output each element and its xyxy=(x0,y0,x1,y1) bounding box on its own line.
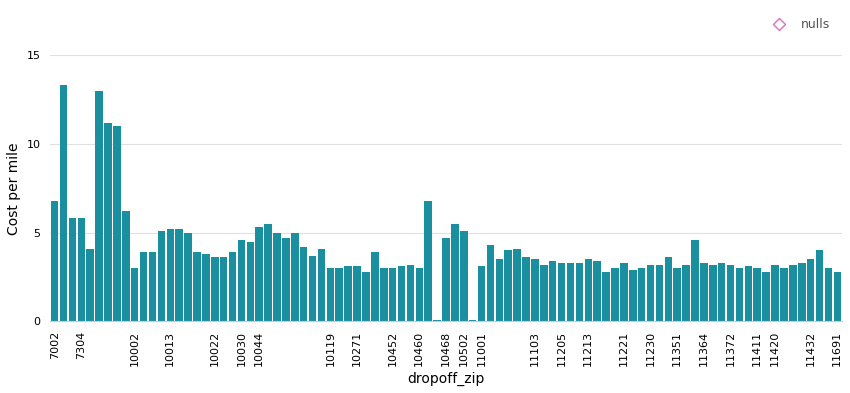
Bar xyxy=(344,266,352,321)
Bar xyxy=(522,257,530,321)
Bar xyxy=(487,245,494,321)
Bar xyxy=(175,229,183,321)
Bar xyxy=(620,263,627,321)
Bar xyxy=(673,268,681,321)
Bar xyxy=(745,266,752,321)
Bar xyxy=(504,250,512,321)
Bar xyxy=(122,211,129,321)
Bar xyxy=(558,263,565,321)
Bar xyxy=(540,264,547,321)
Bar xyxy=(318,249,326,321)
Bar xyxy=(629,270,637,321)
Bar xyxy=(300,247,308,321)
Bar xyxy=(700,263,708,321)
Bar xyxy=(309,256,316,321)
Bar xyxy=(398,266,405,321)
Bar xyxy=(416,268,423,321)
Bar xyxy=(496,259,503,321)
Bar xyxy=(87,249,94,321)
Legend: nulls: nulls xyxy=(762,13,836,37)
Bar xyxy=(95,91,103,321)
Bar xyxy=(220,257,228,321)
Bar xyxy=(326,268,334,321)
Bar xyxy=(113,126,121,321)
Bar xyxy=(807,259,814,321)
Bar xyxy=(513,249,521,321)
Bar xyxy=(238,240,245,321)
Bar xyxy=(798,263,806,321)
Bar xyxy=(362,272,370,321)
Bar xyxy=(60,85,67,321)
Bar xyxy=(736,268,743,321)
Bar xyxy=(647,264,654,321)
Bar xyxy=(762,272,770,321)
Bar xyxy=(549,261,557,321)
Bar xyxy=(709,264,717,321)
Bar xyxy=(585,259,592,321)
Bar xyxy=(611,268,619,321)
Bar xyxy=(718,263,725,321)
Bar xyxy=(380,268,388,321)
Bar xyxy=(246,242,254,321)
Bar xyxy=(406,264,414,321)
Bar xyxy=(202,254,210,321)
Bar xyxy=(157,231,165,321)
Bar xyxy=(388,268,396,321)
Bar xyxy=(69,219,76,321)
Bar xyxy=(424,201,432,321)
Bar xyxy=(567,263,575,321)
Bar xyxy=(140,252,147,321)
Bar xyxy=(603,272,609,321)
Bar xyxy=(51,201,59,321)
Bar xyxy=(371,252,378,321)
Bar xyxy=(451,224,459,321)
Bar xyxy=(105,123,112,321)
Bar xyxy=(727,264,734,321)
Y-axis label: Cost per mile: Cost per mile xyxy=(7,142,21,235)
Bar xyxy=(460,231,468,321)
Bar xyxy=(77,219,85,321)
Bar xyxy=(354,266,361,321)
Bar xyxy=(282,238,290,321)
Bar xyxy=(193,252,201,321)
Bar xyxy=(683,264,690,321)
Bar xyxy=(753,268,761,321)
Bar xyxy=(816,250,824,321)
Bar xyxy=(273,233,281,321)
Bar xyxy=(593,261,601,321)
Bar xyxy=(264,224,272,321)
Bar xyxy=(149,252,156,321)
Bar xyxy=(336,268,343,321)
Bar xyxy=(184,233,192,321)
Bar xyxy=(575,263,583,321)
X-axis label: dropoff_zip: dropoff_zip xyxy=(407,372,484,386)
Bar xyxy=(211,257,218,321)
Bar xyxy=(229,252,236,321)
Bar xyxy=(834,272,842,321)
Bar xyxy=(167,229,174,321)
Bar xyxy=(655,264,663,321)
Bar xyxy=(789,264,796,321)
Bar xyxy=(691,240,699,321)
Bar xyxy=(780,268,788,321)
Bar xyxy=(771,264,779,321)
Bar xyxy=(478,266,485,321)
Bar xyxy=(665,257,672,321)
Bar xyxy=(824,268,832,321)
Bar xyxy=(442,238,450,321)
Bar xyxy=(531,259,539,321)
Bar xyxy=(131,268,139,321)
Bar xyxy=(291,233,298,321)
Bar xyxy=(638,268,645,321)
Bar xyxy=(256,227,263,321)
